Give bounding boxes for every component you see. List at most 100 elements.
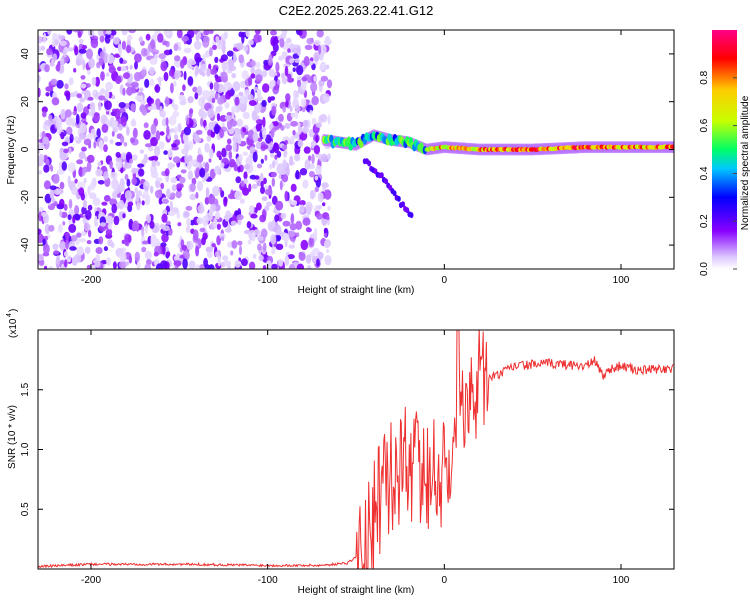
- noise-blob: [67, 214, 72, 221]
- noise-blob: [134, 53, 142, 63]
- noise-blob: [149, 220, 155, 229]
- noise-blob: [42, 136, 49, 145]
- noise-blob: [271, 105, 277, 116]
- noise-blob: [174, 55, 181, 62]
- noise-blob: [160, 260, 168, 269]
- noise-blob: [221, 236, 225, 241]
- band-mark: [348, 142, 353, 151]
- noise-blob: [105, 215, 112, 222]
- noise-blob: [306, 37, 315, 45]
- spectrogram-x-tick-label: -100: [258, 275, 278, 286]
- noise-blob: [255, 141, 262, 150]
- noise-blob: [189, 108, 194, 115]
- noise-blob: [52, 53, 58, 62]
- noise-blob: [78, 151, 86, 160]
- noise-blob: [194, 52, 201, 63]
- noise-blob: [276, 150, 282, 158]
- noise-blob: [131, 177, 137, 186]
- noise-blob: [44, 265, 48, 269]
- snr-x-tick-label: 0: [442, 575, 448, 586]
- noise-blob: [104, 100, 112, 110]
- noise-blob: [87, 132, 94, 141]
- noise-blob: [327, 114, 331, 125]
- noise-blob: [261, 99, 267, 108]
- noise-blob: [276, 79, 281, 85]
- noise-blob: [120, 116, 127, 127]
- noise-blob: [317, 205, 322, 210]
- spectrogram-x-tick-label: -200: [81, 275, 101, 286]
- noise-blob: [313, 228, 318, 239]
- noise-blob: [280, 212, 287, 219]
- noise-blob: [149, 66, 155, 76]
- noise-blob: [78, 238, 87, 243]
- spectrogram-y-tick-label: 20: [20, 96, 31, 108]
- noise-blob: [303, 146, 311, 154]
- noise-blob: [257, 34, 262, 43]
- noise-blob: [74, 45, 79, 56]
- noise-blob: [124, 190, 132, 201]
- noise-blob: [260, 186, 265, 194]
- noise-blob: [87, 229, 92, 238]
- trace-mark: [367, 160, 372, 167]
- noise-blob: [147, 146, 154, 152]
- noise-blob: [114, 108, 121, 120]
- noise-blob: [120, 167, 124, 174]
- noise-blob: [208, 121, 213, 131]
- noise-blob: [160, 61, 168, 72]
- noise-blob: [255, 74, 263, 83]
- noise-blob: [72, 215, 76, 224]
- noise-blob: [41, 106, 48, 113]
- noise-blob: [261, 196, 268, 202]
- noise-blob: [314, 175, 319, 181]
- noise-blob: [321, 182, 329, 189]
- noise-blob: [130, 103, 136, 113]
- noise-blob: [122, 213, 126, 219]
- noise-blob: [281, 51, 288, 60]
- noise-blob: [133, 71, 142, 82]
- noise-blob: [294, 153, 301, 162]
- noise-blob: [270, 30, 277, 36]
- noise-blob: [59, 181, 65, 190]
- noise-blob: [204, 196, 210, 205]
- noise-blob: [206, 135, 212, 142]
- noise-blob: [254, 175, 260, 180]
- noise-blob: [134, 95, 142, 101]
- noise-blob: [137, 163, 145, 168]
- noise-blob: [238, 136, 242, 145]
- noise-blob: [163, 150, 169, 155]
- trace-mark: [379, 172, 384, 179]
- noise-blob: [52, 243, 59, 251]
- snr-y-multiplier-close: ): [8, 309, 19, 312]
- noise-blob: [262, 83, 270, 93]
- noise-blob: [286, 73, 292, 79]
- noise-blob: [134, 251, 140, 263]
- noise-blob: [175, 260, 180, 268]
- noise-blob: [321, 153, 328, 163]
- noise-blob: [324, 35, 331, 46]
- noise-blob: [78, 38, 84, 44]
- noise-blob: [315, 135, 319, 144]
- noise-blob: [232, 141, 237, 153]
- noise-blob: [219, 128, 225, 139]
- noise-blob: [111, 131, 115, 137]
- noise-blob: [250, 66, 256, 75]
- noise-blob: [155, 98, 161, 107]
- noise-blob: [94, 76, 100, 87]
- noise-blob: [204, 264, 211, 269]
- noise-blob: [141, 229, 145, 237]
- noise-blob: [212, 185, 220, 197]
- noise-blob: [216, 113, 221, 122]
- noise-blob: [243, 164, 251, 170]
- noise-blob: [255, 61, 261, 68]
- noise-blob: [183, 126, 191, 136]
- noise-blob: [214, 165, 221, 175]
- noise-blob: [236, 214, 244, 221]
- noise-blob: [284, 255, 290, 267]
- noise-blob: [170, 192, 176, 198]
- snr-y-tick-label: 1.0: [20, 442, 31, 456]
- noise-blob: [170, 177, 178, 184]
- noise-blob: [234, 96, 240, 106]
- noise-blob: [274, 154, 278, 161]
- spectrogram-marks: [38, 30, 674, 269]
- noise-blob: [232, 81, 241, 92]
